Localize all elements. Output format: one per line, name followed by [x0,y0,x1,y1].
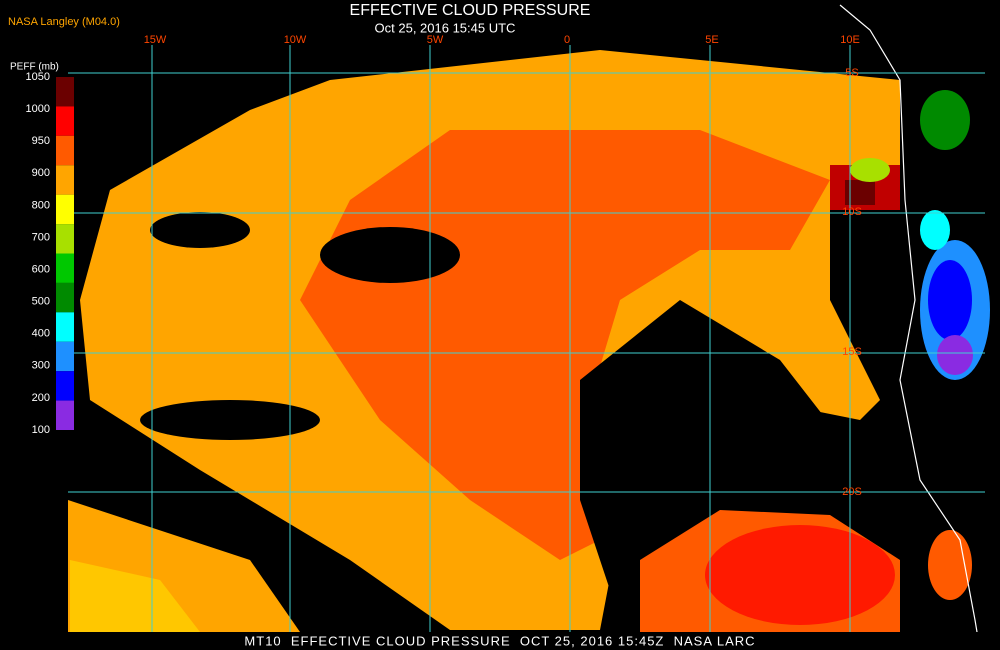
longitude-label: 5W [427,34,444,46]
footer: MT10 EFFECTIVE CLOUD PRESSURE OCT 25, 20… [244,633,755,648]
colorbar-tick-label: 300 [32,360,50,372]
colorbar-swatch [56,135,74,166]
colorbar-tick-label: 500 [32,296,50,308]
latitude-label: 5S [845,67,858,79]
colorbar-tick-label: 200 [32,392,50,404]
colorbar-swatch [56,165,74,195]
footer-band [0,632,1000,650]
longitude-label: 5E [705,34,718,46]
colorbar-swatch [56,371,74,401]
colorbar-tick-label: 400 [32,328,50,340]
colorbar-swatch [56,194,74,225]
colorbar-tick-label: 100 [32,424,50,436]
source-label: NASA Langley (M04.0) [8,16,120,28]
longitude-label: 15W [144,34,167,46]
colorbar-tick-label: 900 [32,167,50,179]
latitude-label: 10S [842,206,862,218]
longitude-label: 0 [564,34,570,46]
latitude-label: 15S [842,346,862,358]
colorbar-tick-label: 950 [32,135,50,147]
latitude-label: 20S [842,486,862,498]
colorbar-swatch [56,312,74,342]
longitude-label: 10E [840,34,860,46]
colorbar-swatch [56,253,74,283]
title: EFFECTIVE CLOUD PRESSURE [350,2,591,19]
colorbar-tick-label: 700 [32,231,50,243]
colorbar-swatch [56,224,74,254]
colorbar-tick-label: 600 [32,263,50,275]
colorbar-swatch [56,282,74,313]
colorbar-label: PEFF (mb) [10,62,59,73]
longitude-label: 10W [284,34,307,46]
colorbar-tick-label: 1050 [26,71,50,83]
graticule [68,45,985,632]
subtitle: Oct 25, 2016 15:45 UTC [375,20,516,35]
cloud-field [68,4,990,650]
colorbar-swatch [56,341,74,372]
colorbar-swatch [56,400,74,430]
colorbar-tick-label: 1000 [26,103,50,115]
colorbar-swatch [56,77,74,107]
colorbar-tick-label: 800 [32,199,50,211]
colorbar-swatch [56,106,74,136]
